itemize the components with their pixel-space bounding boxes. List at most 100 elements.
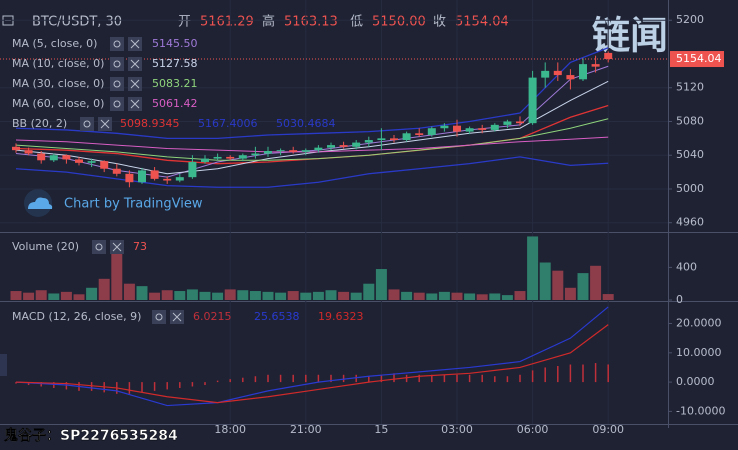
volume-bar xyxy=(48,293,60,300)
histogram-bar xyxy=(569,364,572,383)
candle-body xyxy=(125,173,134,183)
candle-body xyxy=(201,158,209,162)
indicator-line xyxy=(15,306,609,407)
volume-bar xyxy=(23,292,35,300)
settings-icon[interactable] xyxy=(110,77,124,91)
volume-bar xyxy=(86,287,98,300)
legend-value: 5167.4006 xyxy=(198,117,258,130)
histogram-bar xyxy=(90,382,93,391)
histogram-bar xyxy=(279,374,282,383)
volume-bar xyxy=(212,292,224,300)
volume-bar xyxy=(501,295,513,300)
remove-icon xyxy=(112,242,122,252)
volume-bar xyxy=(489,293,501,300)
settings-icon[interactable] xyxy=(152,310,166,324)
histogram-bar xyxy=(179,382,181,388)
histogram-bar xyxy=(544,367,546,383)
settings-icon xyxy=(113,80,121,88)
volume-bar xyxy=(552,270,564,300)
candle-body xyxy=(100,161,109,169)
candle-body xyxy=(289,150,298,152)
histogram-bar xyxy=(355,374,357,383)
volume-bar xyxy=(438,291,450,300)
candle-body xyxy=(453,125,461,132)
settings-icon[interactable] xyxy=(110,57,124,71)
volume-bar xyxy=(123,283,135,300)
ohlc-label: 低 xyxy=(350,15,363,30)
volume-bar xyxy=(312,291,324,300)
remove-icon xyxy=(130,99,140,109)
remove-icon xyxy=(100,119,110,129)
histogram-bar xyxy=(254,376,257,383)
volume-bar xyxy=(10,291,22,300)
candle-body xyxy=(314,147,323,151)
legend-name: Volume (20) xyxy=(12,240,79,253)
indicator-line xyxy=(15,324,609,404)
remove-icon xyxy=(130,79,140,89)
candle-body xyxy=(490,124,499,130)
candle-body xyxy=(415,133,424,135)
histogram-bar xyxy=(342,374,345,383)
watermark: 链闻 xyxy=(592,14,668,58)
volume-bar xyxy=(300,292,312,300)
legend-name: MACD (12, 26, close, 9) xyxy=(12,310,141,323)
x-tick-label: 09:00 xyxy=(592,423,624,436)
histogram-bar xyxy=(166,382,168,390)
settings-icon[interactable] xyxy=(80,117,94,131)
volume-bar xyxy=(287,291,299,300)
volume-bar xyxy=(262,291,274,300)
y-tick-label: 0 xyxy=(676,293,683,306)
remove-icon xyxy=(172,312,182,322)
y-tick-label: 5080 xyxy=(676,114,704,127)
histogram-bar xyxy=(267,374,269,383)
candle-body xyxy=(37,153,46,161)
y-tick-label: 20.0000 xyxy=(676,317,722,330)
candle-body xyxy=(276,150,285,152)
histogram-bar xyxy=(15,382,17,384)
volume-bar xyxy=(514,291,526,300)
candle-body xyxy=(238,155,247,159)
candle-body xyxy=(516,121,524,124)
legend-name: MA (5, close, 0) xyxy=(12,37,97,50)
settings-icon[interactable] xyxy=(110,97,124,111)
indicator-line xyxy=(15,118,609,161)
logo-cloud xyxy=(28,197,53,209)
settings-icon[interactable] xyxy=(92,240,106,254)
side-toggle[interactable] xyxy=(0,354,7,376)
candle-body xyxy=(579,64,587,80)
candle-body xyxy=(528,77,537,124)
candle-body xyxy=(264,151,272,154)
histogram-bar xyxy=(506,376,509,383)
volume-bar xyxy=(577,273,589,300)
y-tick-label: 5040 xyxy=(676,148,704,161)
histogram-bar xyxy=(431,374,433,383)
candle-body xyxy=(75,159,83,163)
legend-name: BB (20, 2) xyxy=(12,117,67,130)
candle-body xyxy=(402,133,411,141)
ohlc-value: 5161.29 xyxy=(200,15,254,30)
volume-bar xyxy=(111,249,123,300)
remove-icon xyxy=(130,39,140,49)
volume-bar xyxy=(375,269,387,300)
histogram-bar xyxy=(40,382,42,387)
candle-body xyxy=(390,138,398,141)
candle-body xyxy=(327,145,335,148)
legend-value: 5030.4684 xyxy=(276,117,336,130)
settings-icon[interactable] xyxy=(110,37,124,51)
histogram-bar xyxy=(216,380,219,383)
candle-body xyxy=(503,121,512,125)
x-tick-label: 21:00 xyxy=(290,423,322,436)
y-tick-label: 5000 xyxy=(676,182,704,195)
histogram-bar xyxy=(519,374,521,383)
legend-value: 5098.9345 xyxy=(120,117,180,130)
histogram-bar xyxy=(292,374,294,383)
tradingview-logo[interactable]: Chart by TradingView xyxy=(24,189,203,217)
candle-body xyxy=(541,70,550,78)
candle-body xyxy=(591,64,600,67)
volume-bar xyxy=(413,292,425,300)
histogram-bar xyxy=(317,374,320,383)
histogram-bar xyxy=(607,364,609,383)
legend-name: MA (60, close, 0) xyxy=(12,97,104,110)
attribution[interactable]: Chart by TradingView xyxy=(64,197,203,212)
